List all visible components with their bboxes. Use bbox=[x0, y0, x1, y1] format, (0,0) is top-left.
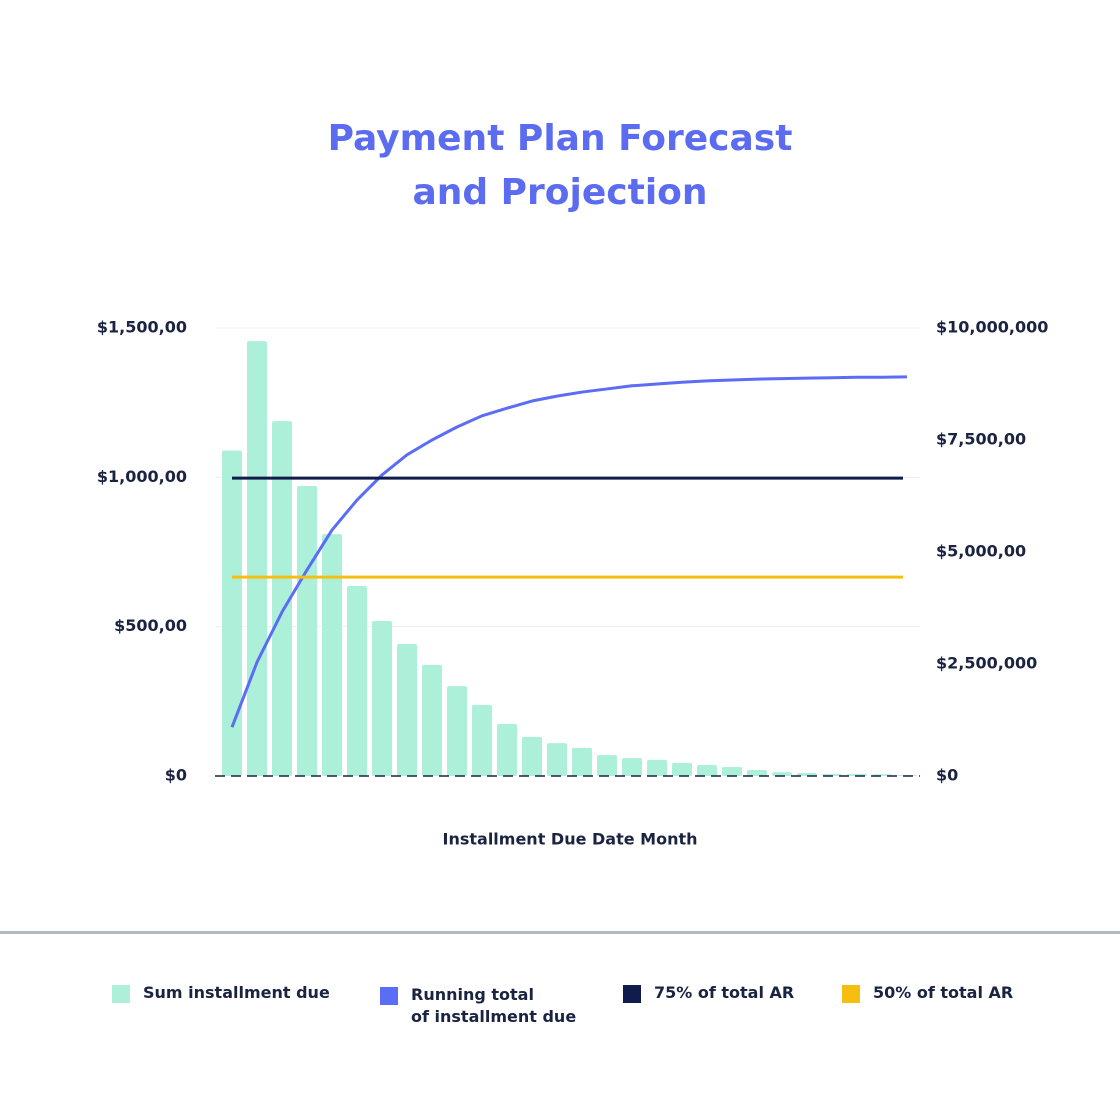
legend-item: 50% of total AR bbox=[842, 982, 1013, 1004]
bar bbox=[647, 759, 667, 776]
legend-label: 50% of total AR bbox=[873, 983, 1014, 1002]
bar bbox=[772, 772, 792, 776]
y2-tick-label: $7,500,00 bbox=[936, 430, 1026, 449]
bar bbox=[497, 724, 517, 776]
bar bbox=[347, 586, 367, 776]
bar bbox=[622, 758, 642, 776]
y-tick-label: $1,000,00 bbox=[97, 467, 187, 486]
y2-tick-label: $2,500,000 bbox=[936, 654, 1037, 673]
legend-item: Running total of installment due bbox=[380, 984, 576, 1028]
bar bbox=[247, 341, 267, 776]
bar bbox=[597, 755, 617, 776]
legend-swatch bbox=[112, 985, 130, 1003]
y2-tick-label: $10,000,000 bbox=[936, 318, 1048, 337]
bar bbox=[672, 762, 692, 776]
separator bbox=[0, 931, 1120, 934]
bar bbox=[372, 620, 392, 776]
chart: Installment Due Date Month $0 $500,00 $1,0… bbox=[97, 318, 1048, 849]
legend-label: 75% of total AR bbox=[654, 983, 795, 1002]
bar bbox=[222, 450, 242, 776]
legend-item: 75% of total AR bbox=[623, 982, 794, 1004]
legend-swatch bbox=[623, 985, 641, 1003]
bar bbox=[572, 747, 592, 776]
bar bbox=[422, 664, 442, 776]
bar bbox=[722, 767, 742, 776]
bar bbox=[522, 736, 542, 776]
bar bbox=[697, 764, 717, 776]
legend-item: Sum installment due bbox=[112, 982, 330, 1004]
y-tick-label: $0 bbox=[165, 766, 187, 785]
bar bbox=[547, 743, 567, 776]
bar bbox=[747, 770, 767, 776]
chart-title: Payment Plan Forecast and Projection bbox=[327, 118, 793, 213]
legend-label: Sum installment due bbox=[143, 983, 330, 1002]
y-tick-label: $500,00 bbox=[114, 616, 187, 635]
y2-tick-label: $0 bbox=[936, 766, 958, 785]
bar bbox=[272, 421, 292, 776]
legend-label: Running total of installment due bbox=[411, 985, 577, 1026]
y-tick-label: $1,500,00 bbox=[97, 318, 187, 337]
bar bbox=[297, 485, 317, 776]
y2-tick-label: $5,000,00 bbox=[936, 542, 1026, 561]
line bbox=[230, 375, 908, 728]
x-axis-label: Installment Due Date Month bbox=[443, 830, 698, 849]
legend-swatch bbox=[842, 985, 860, 1003]
legend-swatch bbox=[380, 987, 398, 1005]
bar bbox=[397, 643, 417, 776]
bar bbox=[447, 686, 467, 776]
bar bbox=[472, 704, 492, 776]
bar bbox=[322, 534, 342, 776]
